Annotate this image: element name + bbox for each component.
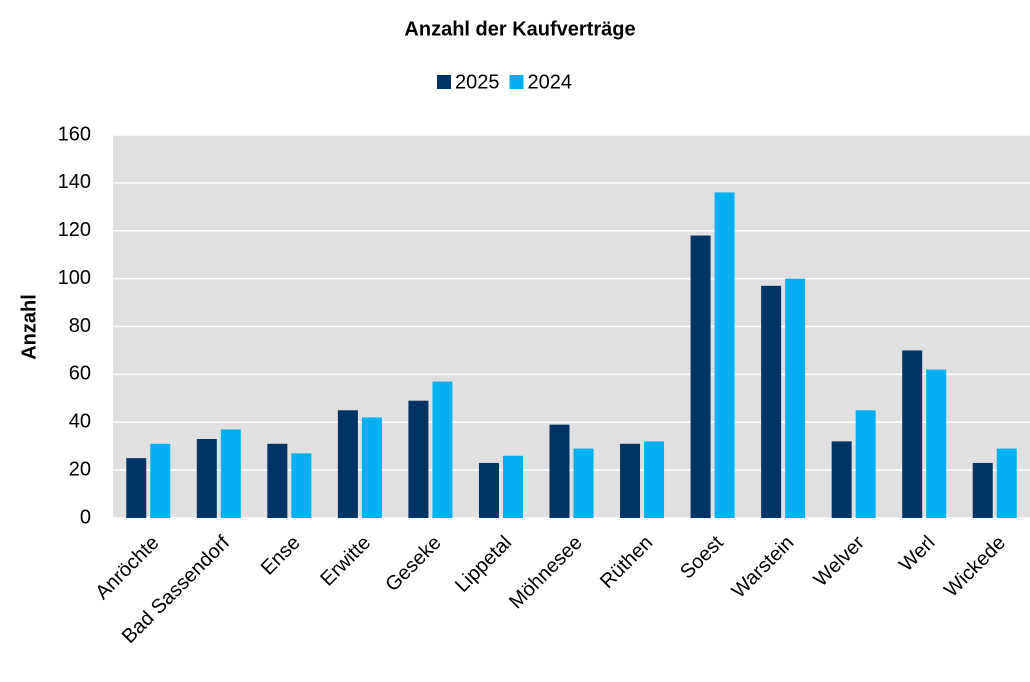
chart-title: Anzahl der Kaufverträge (404, 18, 635, 40)
bar (573, 448, 594, 518)
bar (644, 441, 665, 518)
bar (761, 285, 782, 518)
y-tick-label: 100 (58, 267, 91, 289)
y-tick-label: 140 (58, 171, 91, 193)
bar (126, 458, 147, 518)
x-tick-label: Rüthen (596, 532, 657, 593)
bar (408, 400, 429, 518)
bar (996, 448, 1017, 518)
bar (549, 424, 570, 518)
bar (478, 462, 499, 518)
x-tick-label: Welver (810, 531, 870, 591)
x-tick-label: Geseke (381, 532, 445, 596)
y-tick-label: 160 (58, 123, 91, 145)
y-tick-label: 120 (58, 219, 91, 241)
y-tick-label: 80 (69, 315, 91, 337)
x-tick-label: Werl (895, 532, 939, 576)
bar (714, 192, 735, 518)
x-tick-label: Wickede (940, 532, 1010, 602)
x-tick-label: Ense (257, 532, 305, 580)
legend-label: 2025 (455, 71, 500, 93)
bar (926, 369, 947, 518)
bar (196, 439, 217, 518)
y-tick-label: 20 (69, 458, 91, 480)
bar (220, 429, 241, 518)
bar (291, 453, 312, 518)
bar (785, 278, 806, 518)
legend-swatch (509, 75, 524, 89)
bar (855, 410, 876, 518)
bar (831, 441, 852, 518)
bar (361, 417, 382, 518)
bar (337, 410, 358, 518)
y-axis-label: Anzahl (18, 294, 40, 360)
bar (502, 455, 523, 518)
bar (690, 235, 711, 518)
legend-label: 2024 (528, 71, 573, 93)
bar (972, 462, 993, 518)
x-tick-label: Warstein (728, 532, 799, 603)
bar (902, 350, 923, 518)
y-tick-label: 40 (69, 411, 91, 433)
bar (267, 443, 288, 518)
legend-swatch (437, 75, 451, 89)
bar (432, 381, 453, 518)
x-tick-label: Anröchte (91, 532, 163, 604)
bar (150, 443, 171, 518)
bar (620, 443, 641, 518)
x-tick-label: Erwitte (316, 532, 375, 591)
x-tick-label: Lippetal (451, 532, 516, 597)
x-tick-label: Möhnesee (505, 532, 587, 614)
y-tick-label: 0 (80, 506, 91, 528)
y-tick-label: 60 (69, 363, 91, 385)
x-tick-label: Soest (676, 531, 728, 583)
